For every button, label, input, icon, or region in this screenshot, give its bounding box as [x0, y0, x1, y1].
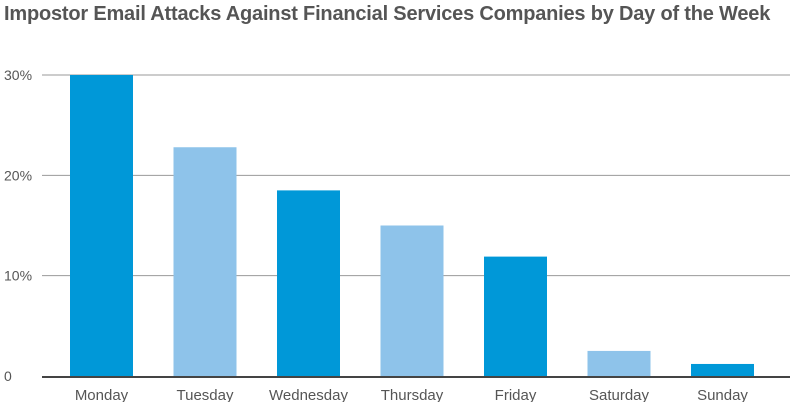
y-tick-label: 30%: [4, 67, 32, 83]
bar-friday: [484, 256, 547, 376]
x-tick-label: Thursday: [381, 387, 444, 402]
bar-tuesday: [173, 147, 237, 376]
bar-sunday: [691, 363, 754, 376]
bar-monday: [70, 75, 133, 376]
bar-wednesday: [277, 190, 340, 376]
y-tick-label: 0: [4, 368, 12, 384]
x-tick-label: Tuesday: [177, 387, 234, 402]
y-tick-label: 20%: [4, 167, 32, 183]
bar-saturday: [587, 350, 651, 376]
category-labels: Monday Tuesday Wednesday Thursday Friday Satu…: [75, 387, 749, 402]
x-tick-label: Monday: [75, 387, 129, 402]
x-tick-label: Friday: [495, 387, 537, 402]
bars: [70, 75, 754, 376]
x-tick-label: Wednesday: [269, 387, 348, 402]
chart-title: Impostor Email Attacks Against Financial…: [4, 3, 771, 25]
y-tick-label: 10%: [4, 268, 32, 284]
x-tick-label: Saturday: [589, 387, 650, 402]
y-tick-labels: 0 10% 20% 30%: [4, 67, 32, 384]
bar-thursday: [380, 225, 444, 376]
x-tick-label: Sunday: [697, 387, 748, 402]
